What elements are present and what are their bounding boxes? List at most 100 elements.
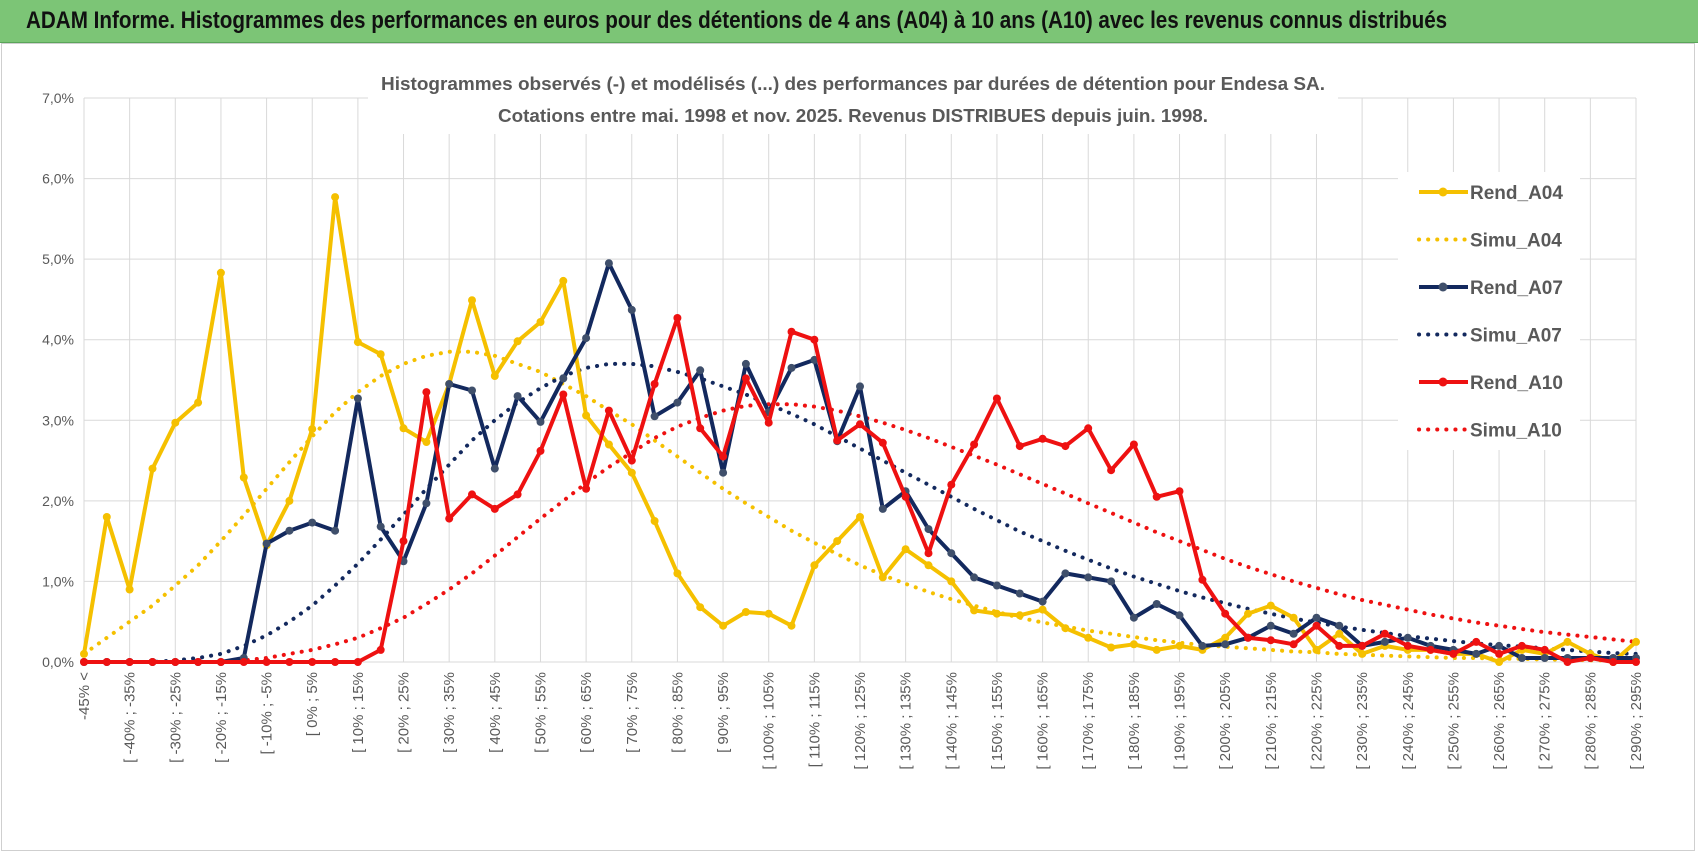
data-point [1221, 609, 1230, 618]
x-tick-label: [ 60% ; 65% [578, 672, 595, 753]
data-point [262, 539, 271, 548]
data-point [125, 585, 134, 594]
data-point [1152, 600, 1161, 608]
series-line [82, 402, 1638, 664]
data-point [764, 609, 773, 618]
y-tick-label: 5,0% [42, 251, 74, 267]
data-point [1449, 649, 1458, 658]
data-point [445, 380, 454, 388]
data-point [1495, 649, 1504, 658]
data-point [1107, 643, 1116, 652]
data-point [285, 526, 294, 535]
data-point [696, 366, 705, 375]
x-tick-label: [ 80% ; 85% [669, 672, 686, 753]
x-tick-label: [ 280% ; 285% [1582, 672, 1599, 770]
legend-box [1398, 172, 1580, 450]
data-point [1472, 637, 1481, 646]
data-point [604, 440, 613, 449]
x-tick-label: [ 140% ; 145% [943, 672, 960, 770]
chart-title: Histogrammes observés (-) et modélisés (… [381, 73, 1325, 94]
legend-item: Simu_A04 [1417, 231, 1562, 252]
series-rend-a10 [80, 314, 1640, 666]
data-point [673, 314, 682, 322]
data-point [947, 480, 956, 489]
data-point [764, 418, 773, 427]
data-point [422, 499, 431, 508]
data-point [787, 621, 796, 630]
data-point [353, 394, 362, 403]
y-tick-label: 0,0% [42, 654, 74, 670]
data-point [741, 608, 750, 616]
data-point [1380, 637, 1389, 646]
data-point [171, 658, 180, 666]
legend-label: Simu_A10 [1470, 421, 1562, 442]
data-point [627, 468, 636, 477]
data-point [331, 193, 340, 202]
data-point [353, 658, 362, 666]
x-tick-label: [ 30% ; 35% [441, 672, 458, 753]
data-point [1609, 658, 1618, 666]
legend-item: Rend_A07 [1419, 278, 1563, 299]
data-point [399, 424, 408, 433]
data-point [970, 606, 979, 615]
data-point [1472, 649, 1481, 658]
data-point [559, 276, 568, 285]
x-tick-label: [ 260% ; 265% [1491, 672, 1508, 770]
data-point [1380, 629, 1389, 638]
data-point [1084, 633, 1093, 642]
data-point [1129, 640, 1138, 649]
data-point [627, 456, 636, 465]
x-tick-label: -45% < [76, 672, 93, 720]
y-tick-label: 2,0% [42, 493, 74, 509]
legend-label: Rend_A04 [1470, 183, 1563, 204]
data-point [1358, 649, 1367, 658]
data-point [1129, 440, 1138, 449]
data-point [1403, 641, 1412, 650]
data-point [1335, 641, 1344, 650]
data-point [992, 609, 1001, 618]
series [80, 193, 1640, 666]
x-tick-label: [ 290% ; 295% [1628, 672, 1645, 770]
x-tick-label: [ 220% ; 225% [1308, 672, 1325, 770]
x-tick-label: [ 100% ; 105% [761, 672, 778, 770]
x-tick-label: [ 110% ; 115% [806, 672, 823, 767]
data-point [604, 406, 613, 415]
data-point [833, 537, 842, 546]
x-tick-label: [ 90% ; 95% [715, 672, 732, 753]
data-point [308, 425, 317, 434]
data-point [878, 504, 887, 513]
data-point [924, 561, 933, 570]
data-point [148, 658, 157, 666]
data-point [1517, 641, 1526, 650]
data-point [1335, 629, 1344, 638]
x-tick-label: [ 170% ; 175% [1080, 672, 1097, 770]
data-point [970, 440, 979, 449]
x-tick-label: [ 50% ; 55% [532, 672, 549, 753]
data-point [970, 573, 979, 582]
data-point [1403, 633, 1412, 642]
data-point [80, 649, 88, 658]
x-tick-label: [ 70% ; 75% [624, 672, 641, 753]
data-point [1038, 605, 1047, 614]
data-point [992, 581, 1001, 590]
data-point [376, 645, 385, 654]
x-tick-label: [ -20% ; -15% [213, 672, 230, 763]
data-point [856, 513, 864, 521]
x-tick-label: [ 120% ; 125% [852, 672, 869, 770]
data-point [285, 658, 294, 666]
data-point [1175, 487, 1184, 496]
x-tick-label: [ -10% ; -5% [259, 672, 276, 755]
data-point [1244, 633, 1252, 642]
data-point [741, 359, 750, 368]
data-point [901, 492, 910, 501]
x-tick-label: [ 210% ; 215% [1263, 672, 1280, 770]
x-tick-label: [ 230% ; 235% [1354, 672, 1371, 770]
data-point [856, 420, 864, 429]
data-point [1563, 658, 1572, 666]
data-point [285, 496, 294, 505]
data-point [468, 296, 476, 305]
chart-title-group: Histogrammes observés (-) et modélisés (… [368, 66, 1338, 134]
legend-marker [1438, 377, 1448, 387]
data-point [719, 621, 728, 630]
x-tick-label: [ 270% ; 275% [1537, 672, 1554, 770]
